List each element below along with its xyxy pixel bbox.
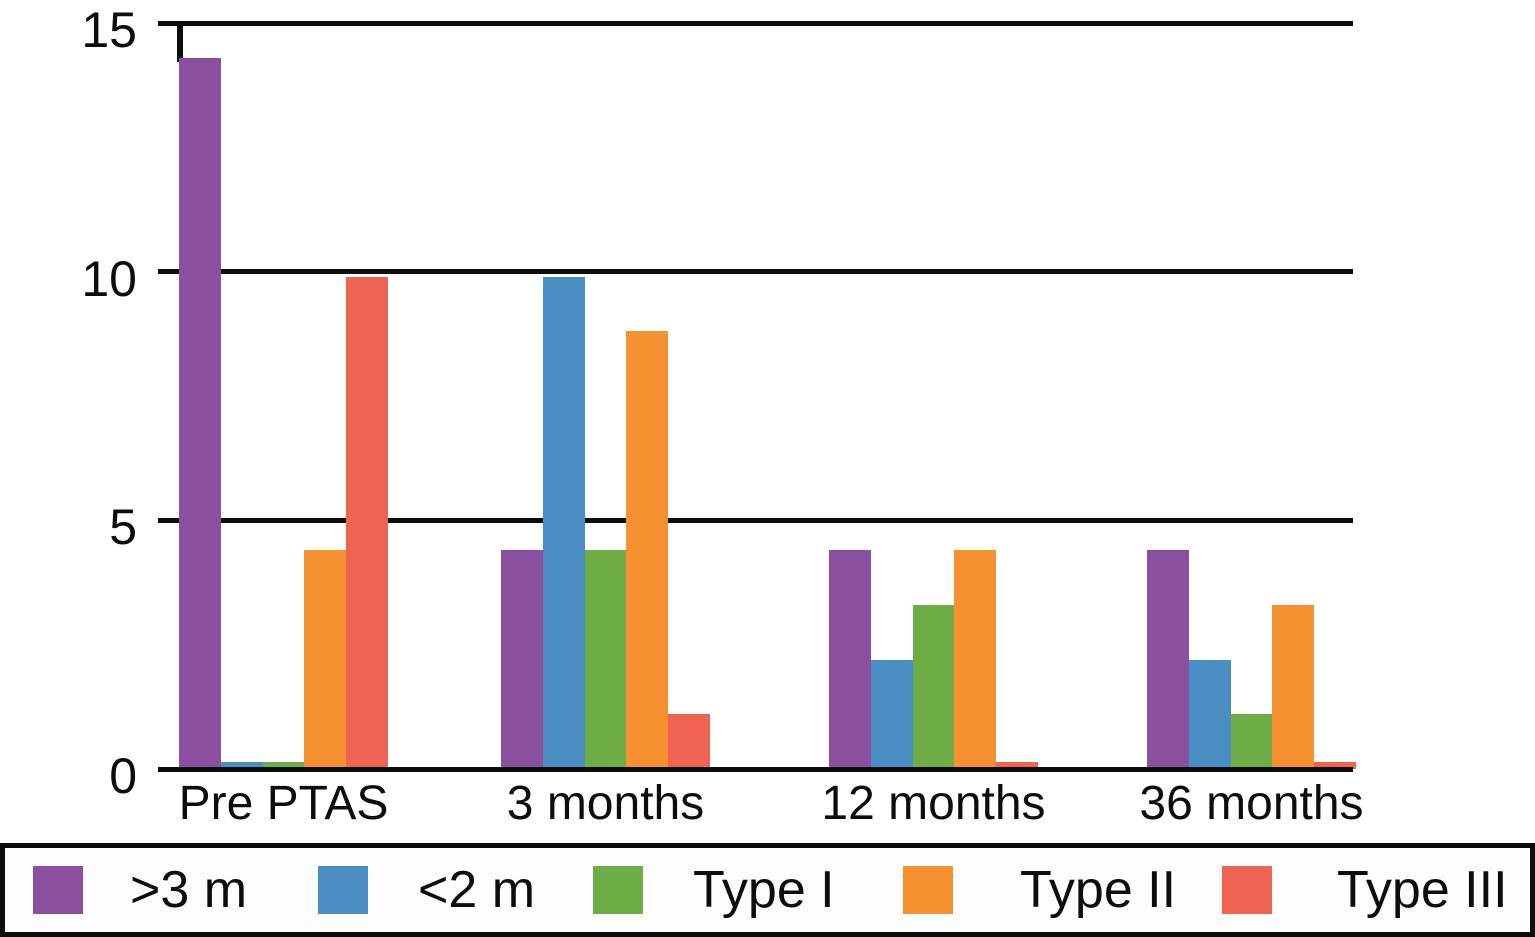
- x-axis-label-2: 12 months: [821, 777, 1046, 830]
- bar-type-ii-3: [1272, 604, 1315, 769]
- legend-label-1: <2 m: [418, 861, 536, 919]
- legend-label-0: >3 m: [130, 861, 248, 919]
- x-axis-label-1: 3 months: [506, 777, 705, 830]
- bar-type-ii-0: [304, 550, 347, 769]
- bar--3-m-1: [501, 550, 543, 769]
- legend-swatch-3: [903, 866, 953, 914]
- bar-type-i-0: [262, 761, 305, 769]
- bar--2-m-3: [1188, 659, 1231, 769]
- bar-type-i-3: [1230, 714, 1273, 769]
- gridline-15: [158, 20, 1353, 26]
- y-tick-label-0: 0: [109, 748, 137, 804]
- bar--2-m-1: [542, 276, 585, 769]
- x-axis-baseline: [158, 766, 1353, 772]
- bar--3-m-2: [829, 550, 871, 769]
- y-tick-label-15: 15: [81, 2, 137, 58]
- bar--3-m-0: [179, 57, 221, 769]
- legend-label-3: Type II: [1020, 861, 1177, 919]
- bar-type-i-2: [912, 604, 955, 769]
- bar-type-iii-3: [1314, 761, 1357, 769]
- x-axis-label-3: 36 months: [1139, 777, 1364, 830]
- bar-type-iii-0: [346, 276, 389, 769]
- bar--3-m-3: [1147, 550, 1189, 769]
- bar-type-ii-1: [626, 331, 669, 769]
- legend-swatch-4: [1222, 866, 1272, 914]
- y-tick-label-10: 10: [81, 250, 137, 307]
- x-axis-label-0: Pre PTAS: [178, 777, 389, 830]
- gridline-10: [158, 269, 1353, 275]
- y-tick-label-5: 5: [109, 499, 137, 556]
- legend-swatch-1: [318, 866, 368, 914]
- bar-type-ii-2: [954, 550, 997, 769]
- legend-label-2: Type I: [693, 861, 835, 919]
- bar-type-iii-1: [668, 714, 711, 769]
- legend-label-4: Type III: [1337, 861, 1508, 919]
- bar--2-m-2: [870, 659, 913, 769]
- gridline-5: [158, 517, 1353, 523]
- legend-swatch-0: [33, 866, 83, 914]
- legend: >3 m <2 m Type I Type II Type III: [0, 843, 1535, 937]
- y-axis-spine-tick: [177, 23, 183, 62]
- bar-type-iii-2: [996, 761, 1039, 769]
- bar-type-i-1: [584, 550, 627, 769]
- bar--2-m-0: [220, 761, 263, 769]
- legend-swatch-2: [593, 866, 643, 914]
